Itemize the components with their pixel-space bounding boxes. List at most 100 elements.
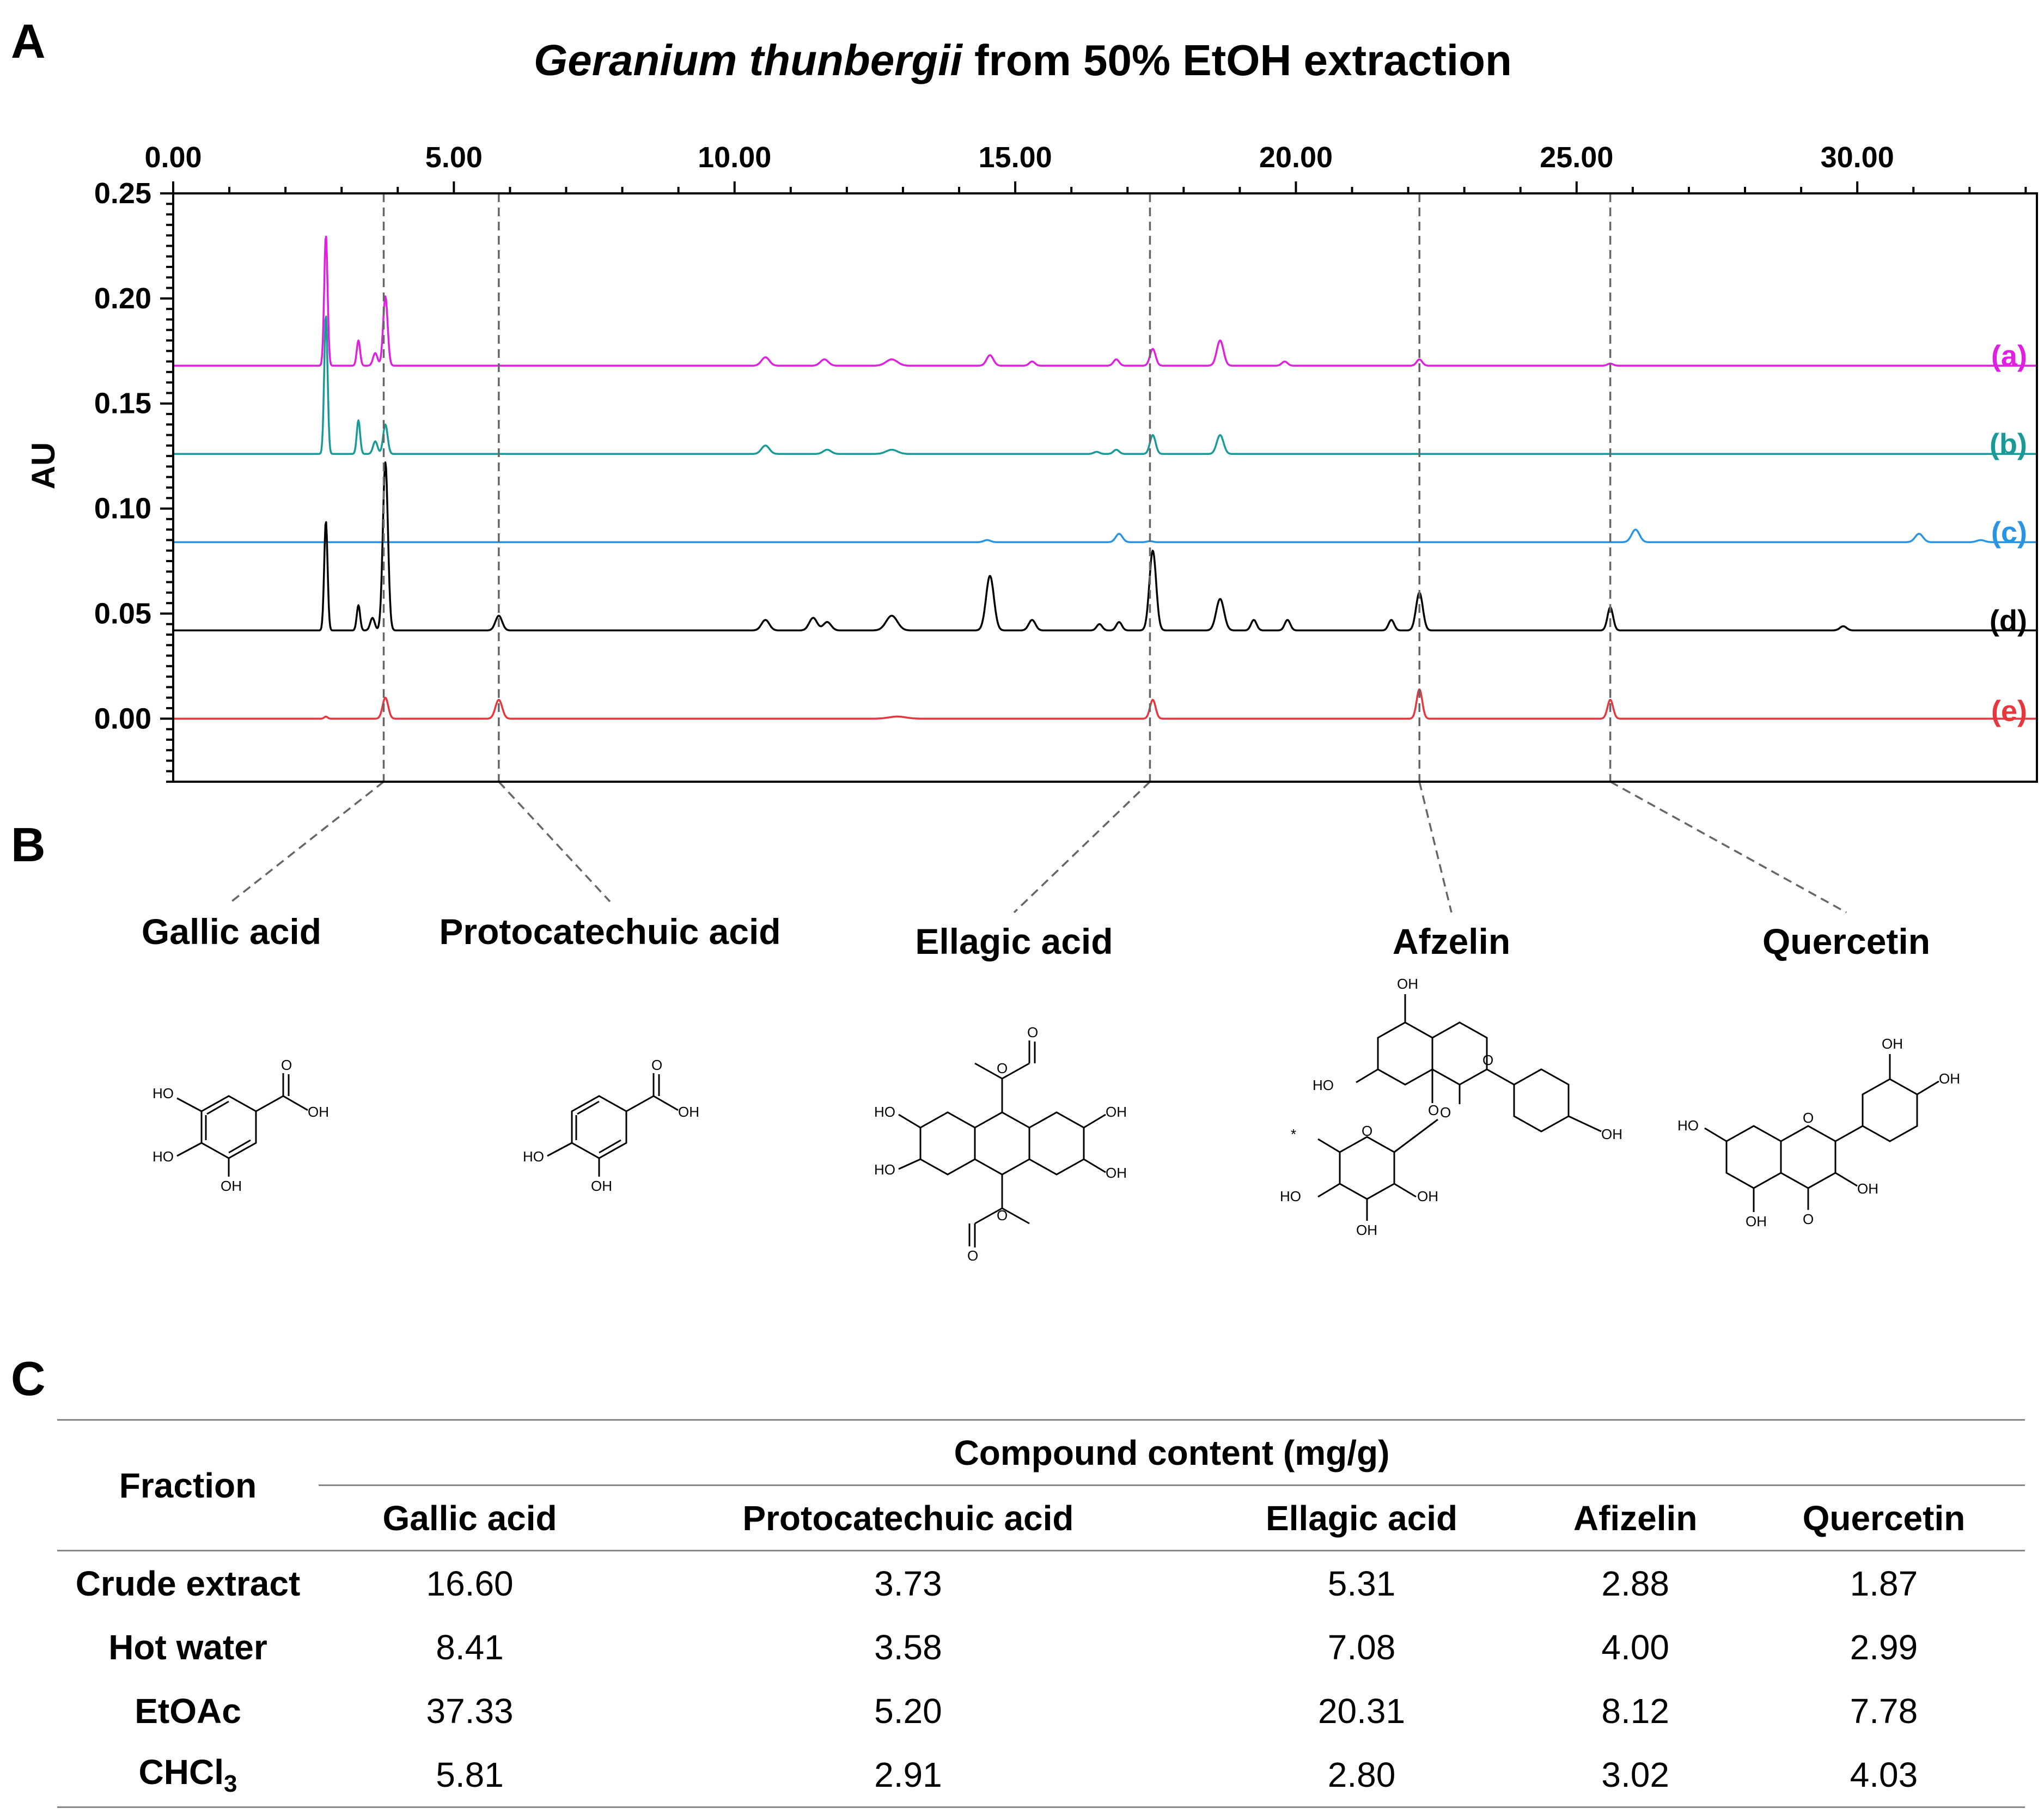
value-cell: 8.12 [1601,1691,1669,1731]
series-label-c: (c) [1991,516,2027,549]
chart-title-species: Geranium thunbergii [534,36,962,84]
atom-oh: OH [1106,1104,1127,1120]
atom-oh: OH [1939,1070,1960,1087]
y-tick-label: 0.10 [94,492,151,525]
series-label-e: (e) [1991,695,2027,727]
atom-oh: OH [1857,1180,1878,1197]
compound-label-gallic-acid: Gallic acid [141,911,322,952]
trace-c [173,528,2037,544]
atom-oh: OH [1417,1188,1438,1204]
trace-e [173,688,2037,720]
atom-ho: HO [874,1104,895,1120]
afzelin-structure: OH HO O O OH O O * HO OH OH [1274,976,1656,1351]
fraction-cell: Crude extract [75,1563,301,1603]
compound-leader-line [1609,781,1847,914]
column-header: Gallic acid [382,1498,557,1538]
value-cell: 3.02 [1601,1755,1669,1794]
series-label-b: (b) [1990,428,2027,460]
y-tick-label: 0.15 [94,387,151,420]
value-cell: 4.00 [1601,1627,1669,1667]
atom-oh: OH [1106,1165,1127,1181]
x-tick-label: 0.00 [144,141,202,174]
table-row: Hot water 8.41 3.58 7.08 4.00 2.99 [57,1615,2025,1679]
quercetin-structure: HO O OH O OH OH OH [1661,1032,2015,1291]
fraction-cell: EtOAc [135,1691,241,1731]
chcl3-subscript: 3 [223,1770,237,1797]
chart-title-rest: from 50% EtOH extraction [962,36,1512,84]
atom-oh: OH [1356,1222,1377,1238]
series-label-a: (a) [1991,339,2027,372]
panel-label-c: C [11,1352,46,1405]
value-cell: 2.99 [1850,1627,1918,1667]
atom-oh: OH [591,1178,612,1194]
panel-label-b: B [11,818,46,872]
compound-label-ellagic-acid: Ellagic acid [915,921,1113,961]
value-cell: 3.58 [874,1627,942,1667]
y-tick-label: 0.00 [94,702,151,735]
fraction-cell: CHCl3 [57,1743,319,1807]
table-row: EtOAc 37.33 5.20 20.31 8.12 7.78 [57,1679,2025,1743]
atom-ho: HO [523,1148,544,1165]
value-cell: 5.81 [436,1755,504,1794]
chromatogram-chart: (a) (b) (c) (d) (e) 0.00 5.00 10.00 15.00 20.00 2… [25,141,2038,914]
x-tick-label: 10.00 [698,141,771,174]
trace-a [173,235,2037,367]
compound-content-header: Compound content (mg/g) [319,1420,2025,1486]
chcl3-main: CHCl [138,1752,224,1792]
trace-d [173,461,2037,632]
atom-ho: HO [1677,1117,1699,1134]
y-tick-label: 0.25 [94,177,151,210]
compound-content-table: Fraction Compound content (mg/g) Gallic … [57,1419,2025,1808]
atom-oh: OH [678,1104,699,1120]
atom-ho: HO [1280,1188,1301,1204]
atom-o: O [1803,1110,1814,1126]
atom-o: O [967,1247,978,1264]
y-axis-label: AU [25,442,62,490]
plot-frame [172,192,2038,783]
atom-o: O [1362,1123,1372,1139]
compound-leader-line [1013,781,1151,914]
value-cell: 1.87 [1850,1563,1918,1603]
fraction-cell: Hot water [108,1627,267,1667]
atom-ho: HO [152,1085,174,1101]
atom-oh: OH [1397,976,1418,992]
atom-ho: HO [152,1148,174,1165]
atom-oh: OH [221,1178,242,1194]
compound-leader-line [230,781,385,903]
trace-b [173,315,2037,455]
series-label-d: (d) [1990,604,2027,637]
y-tick-label: 0.20 [94,282,151,315]
column-header: Quercetin [1802,1498,1966,1538]
atom-o: O [1482,1052,1493,1068]
value-cell: 7.78 [1850,1691,1918,1731]
ellagic-acid-structure: O O O O HO HO OH OH [850,1024,1187,1283]
x-tick-label: 20.00 [1259,141,1333,174]
fraction-header: Fraction [119,1465,257,1505]
value-cell: 37.33 [426,1691,514,1731]
value-cell: 16.60 [426,1563,514,1603]
x-tick-label: 30.00 [1821,141,1894,174]
value-cell: 2.91 [874,1755,942,1794]
y-tick-label: 0.05 [94,597,151,630]
atom-o: O [1027,1024,1038,1040]
value-cell: 5.20 [874,1691,942,1731]
value-cell: 3.73 [874,1563,942,1603]
value-cell: 8.41 [436,1627,504,1667]
value-cell: 7.08 [1327,1627,1396,1667]
compound-label-quercetin: Quercetin [1762,921,1931,961]
x-tick-label: 15.00 [979,141,1052,174]
protocatechuic-acid-structure: O OH HO OH [490,1057,719,1256]
atom-ho: HO [874,1161,895,1178]
column-header: Afizelin [1573,1498,1698,1538]
x-tick-label: 5.00 [425,141,483,174]
value-cell: 2.80 [1327,1755,1396,1794]
atom-ho: HO [1313,1077,1334,1093]
atom-oh: OH [1746,1213,1767,1229]
compound-label-afzelin: Afzelin [1392,921,1511,961]
value-cell: 2.88 [1601,1563,1669,1603]
atom-o: O [1803,1211,1814,1227]
value-cell: 4.03 [1850,1755,1918,1794]
x-tick-label: 25.00 [1540,141,1613,174]
value-cell: 20.31 [1317,1691,1406,1731]
atom-o: O [1440,1104,1451,1121]
